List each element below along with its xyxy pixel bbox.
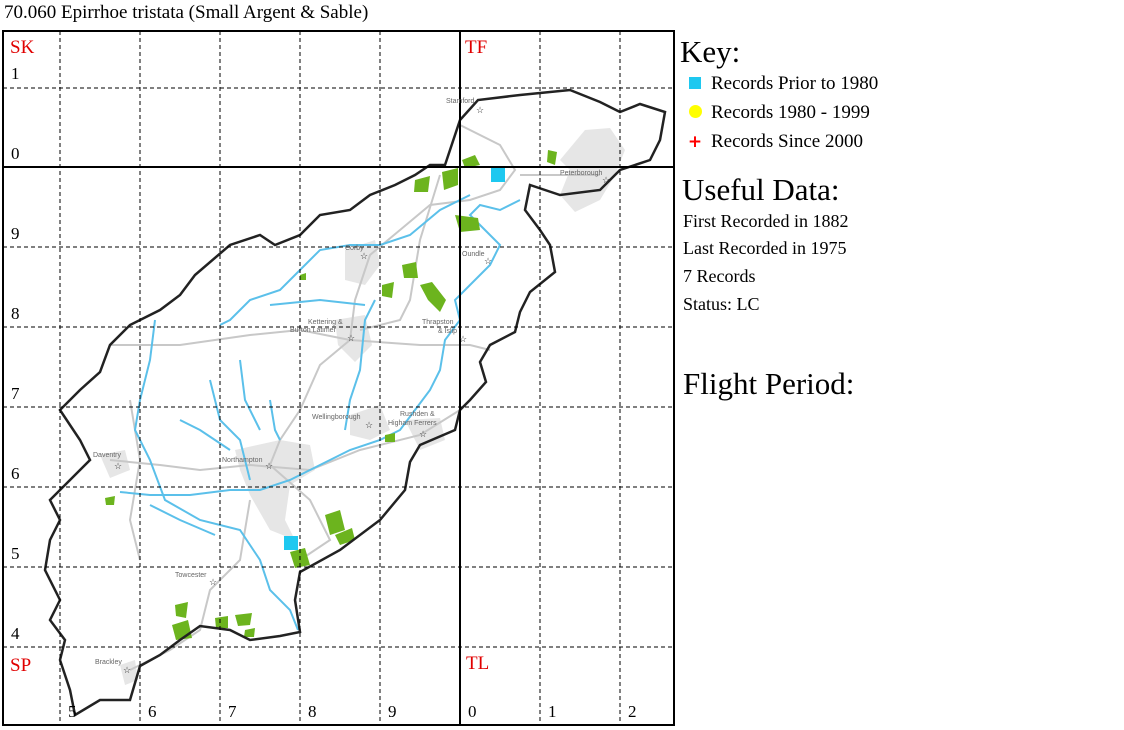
row-label: 9 xyxy=(11,224,20,243)
square-icon xyxy=(686,73,704,95)
flight-period-title: Flight Period: xyxy=(683,366,855,401)
rivers xyxy=(119,194,521,631)
key-item-since-2000: + Records Since 2000 xyxy=(686,131,863,153)
svg-text:☆: ☆ xyxy=(484,256,492,266)
town-corby: Corby xyxy=(345,245,364,252)
svg-text:☆: ☆ xyxy=(209,577,217,587)
key-label: Records Since 2000 xyxy=(711,131,863,152)
circle-icon xyxy=(686,102,704,124)
woodland xyxy=(105,150,557,640)
major-grid xyxy=(2,30,675,726)
urban-daventry xyxy=(100,450,130,478)
town-rushden: Rushden & xyxy=(400,411,435,418)
town-burton-latimer: Burton Latimer xyxy=(290,327,337,334)
status: Status: LC xyxy=(683,294,760,314)
town-stamford: Stamford xyxy=(446,98,475,105)
urban-peterborough xyxy=(560,128,625,212)
col-label: 7 xyxy=(228,702,237,721)
svg-text:☆: ☆ xyxy=(365,420,373,430)
last-recorded: Last Recorded in 1975 xyxy=(683,238,847,258)
town-star-icons: ☆ ☆ ☆ ☆ ☆ ☆ ☆ ☆ ☆ ☆ ☆ ☆ xyxy=(114,105,610,675)
grid-lines xyxy=(3,31,674,725)
svg-text:☆: ☆ xyxy=(602,175,610,185)
col-label: 1 xyxy=(548,702,557,721)
square-label-sk: SK xyxy=(10,37,35,58)
row-label: 6 xyxy=(11,464,20,483)
svg-text:☆: ☆ xyxy=(476,105,484,115)
record-prior-1980-marker xyxy=(491,168,505,182)
row-label: 5 xyxy=(11,544,20,563)
town-towcester: Towcester xyxy=(175,572,207,579)
key-item-prior-1980: Records Prior to 1980 xyxy=(686,73,878,95)
key-item-1980-1999: Records 1980 - 1999 xyxy=(686,102,870,124)
key-title: Key: xyxy=(680,34,741,69)
svg-text:☆: ☆ xyxy=(360,251,368,261)
town-islip: & Islip xyxy=(438,328,457,335)
row-label: 7 xyxy=(11,384,20,403)
svg-text:☆: ☆ xyxy=(347,333,355,343)
square-label-tf: TF xyxy=(465,37,488,58)
col-label: 6 xyxy=(148,702,157,721)
page-title: 70.060 Epirrhoe tristata (Small Argent &… xyxy=(4,2,369,23)
urban-brackley xyxy=(120,660,138,685)
svg-text:☆: ☆ xyxy=(459,334,467,344)
town-kettering: Kettering & xyxy=(308,319,343,326)
town-oundle: Oundle xyxy=(462,251,485,258)
roads xyxy=(109,124,600,671)
record-prior-1980-marker xyxy=(284,536,298,550)
town-peterborough: Peterborough xyxy=(560,170,603,177)
urban-corby xyxy=(345,240,380,285)
svg-text:☆: ☆ xyxy=(265,461,273,471)
key-label: Records 1980 - 1999 xyxy=(711,102,870,123)
useful-data-title: Useful Data: xyxy=(682,172,840,207)
county-boundary xyxy=(43,88,667,717)
town-labels: Stamford Peterborough Corby Oundle Kette… xyxy=(93,98,603,666)
col-label: 5 xyxy=(68,702,77,721)
row-label: 8 xyxy=(11,304,20,323)
col-label: 2 xyxy=(628,702,637,721)
town-wellingborough: Wellingborough xyxy=(312,414,361,421)
town-higham-ferrers: Higham Ferrers xyxy=(388,420,437,427)
row-label: 4 xyxy=(11,624,20,643)
col-label: 8 xyxy=(308,702,317,721)
town-brackley: Brackley xyxy=(95,659,122,666)
town-northampton: Northampton xyxy=(222,457,263,464)
row-label: 1 xyxy=(11,64,20,83)
town-daventry: Daventry xyxy=(93,452,122,459)
record-count: 7 Records xyxy=(683,266,756,286)
first-recorded: First Recorded in 1882 xyxy=(683,211,849,231)
town-thrapston: Thrapston xyxy=(422,319,454,326)
plus-icon: + xyxy=(687,132,703,152)
svg-text:☆: ☆ xyxy=(114,461,122,471)
square-label-sp: SP xyxy=(10,655,32,676)
key-label: Records Prior to 1980 xyxy=(711,73,879,94)
square-label-tl: TL xyxy=(466,653,490,674)
row-label: 0 xyxy=(11,144,20,163)
col-label: 9 xyxy=(388,702,397,721)
col-label: 0 xyxy=(468,702,477,721)
svg-text:☆: ☆ xyxy=(123,665,131,675)
svg-text:☆: ☆ xyxy=(419,429,427,439)
